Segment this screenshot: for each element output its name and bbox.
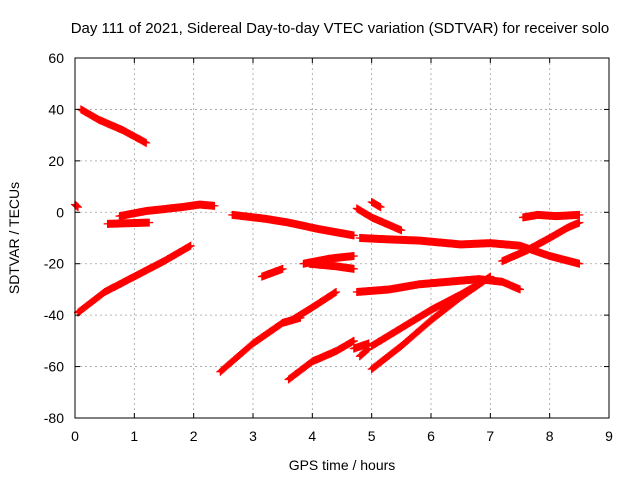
data-series [71, 200, 82, 212]
plot-frame [74, 57, 610, 419]
y-tick-label: 20 [48, 153, 64, 169]
data-series [367, 198, 385, 212]
data-layer [71, 105, 584, 384]
data-series [76, 105, 151, 147]
data-markers [367, 198, 385, 212]
data-markers [352, 275, 524, 296]
x-tick-label: 2 [190, 428, 198, 444]
y-tick-label: -60 [44, 359, 64, 375]
data-markers [284, 336, 358, 384]
data-series [498, 218, 584, 266]
data-series [103, 218, 154, 228]
x-tick-label: 3 [249, 428, 257, 444]
data-series [367, 272, 495, 374]
data-series [228, 210, 358, 240]
data-markers [73, 241, 195, 317]
data-series [352, 204, 406, 235]
y-tick-label: 40 [48, 101, 64, 117]
data-series [115, 200, 219, 221]
data-markers [498, 218, 584, 266]
data-markers [115, 200, 219, 221]
data-markers [76, 105, 151, 147]
data-markers [355, 344, 373, 361]
y-tick-label: 60 [48, 50, 64, 66]
data-series [257, 264, 287, 281]
x-tick-label: 4 [308, 428, 316, 444]
data-markers [228, 210, 358, 240]
data-series [73, 241, 195, 317]
grid-layer [75, 58, 609, 418]
data-markers [287, 288, 341, 325]
chart-title: Day 111 of 2021, Sidereal Day-to-day VTE… [71, 20, 610, 37]
data-series [287, 288, 341, 325]
tick-layer: 0 1 2 3 4 5 6 7 8 9 -80 -60 -40 -20 0 20 40 60 [44, 50, 613, 444]
data-series [349, 339, 373, 353]
x-tick-label: 0 [71, 428, 79, 444]
x-tick-label: 8 [546, 428, 554, 444]
data-series [305, 259, 358, 273]
y-axis-label: SDTVAR / TECUs [6, 182, 22, 294]
y-tick-label: -20 [44, 256, 64, 272]
data-series [518, 210, 584, 222]
y-tick-label: -40 [44, 307, 64, 323]
y-tick-label: 0 [56, 204, 64, 220]
data-markers [367, 272, 495, 374]
x-tick-label: 7 [486, 428, 494, 444]
data-series [352, 275, 524, 296]
y-tick-label: -80 [44, 410, 64, 426]
data-markers [352, 204, 406, 235]
x-axis-label: GPS time / hours [289, 457, 396, 473]
x-tick-label: 1 [130, 428, 138, 444]
x-tick-label: 6 [427, 428, 435, 444]
x-tick-label: 9 [605, 428, 613, 444]
data-series [284, 336, 358, 384]
data-markers [305, 259, 358, 273]
x-tick-label: 5 [368, 428, 376, 444]
data-series [355, 344, 373, 361]
data-markers [257, 264, 287, 281]
data-markers [349, 339, 373, 353]
data-markers [71, 200, 82, 212]
data-markers [103, 218, 154, 228]
data-markers [518, 210, 584, 222]
